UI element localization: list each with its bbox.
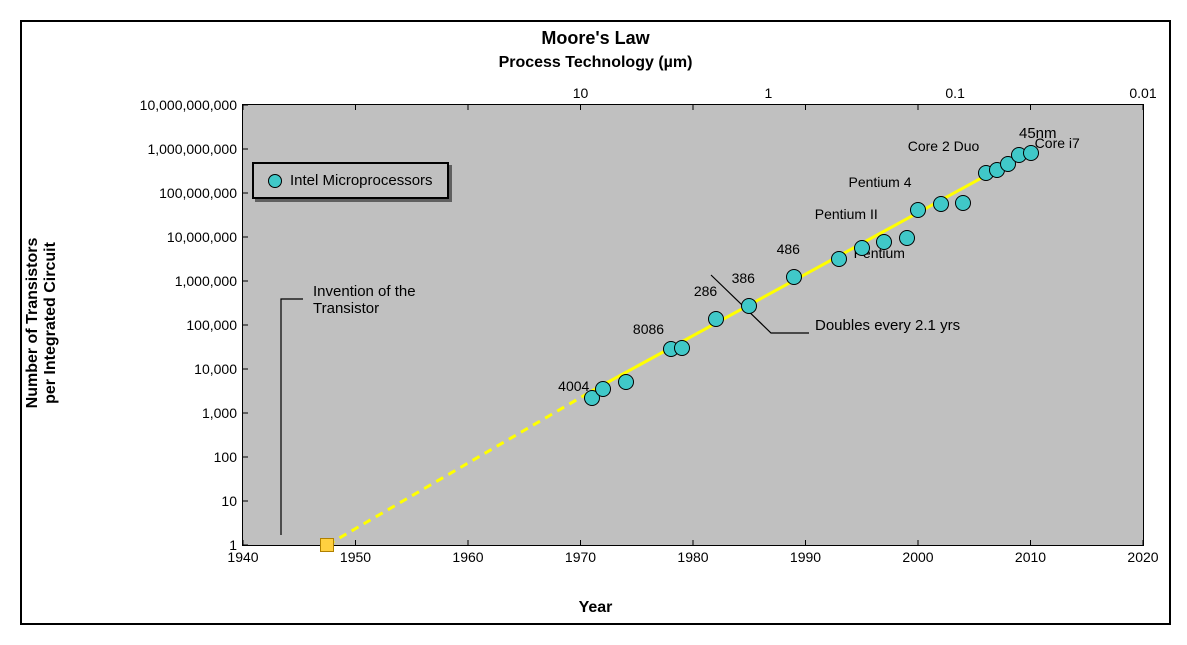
data-point-label: Pentium 4 — [848, 174, 911, 190]
data-point — [618, 374, 634, 390]
data-point — [674, 340, 690, 356]
x-tick-label: 1960 — [452, 549, 483, 565]
data-point-label: 8086 — [633, 321, 664, 337]
data-point — [933, 196, 949, 212]
x-tick-label: 1950 — [340, 549, 371, 565]
top-tick-label: 0.1 — [945, 85, 964, 101]
top-tick-label: 0.01 — [1129, 85, 1156, 101]
y-tick-label: 10,000,000 — [167, 229, 237, 245]
x-tick-label: 1990 — [790, 549, 821, 565]
chart-container: Moore's Law Process Technology (µm) Year… — [20, 20, 1171, 625]
data-point-label: 286 — [694, 283, 717, 299]
annotation-doubles: Doubles every 2.1 yrs — [815, 317, 960, 334]
data-point-label: 386 — [732, 270, 755, 286]
data-point-label: Pentium II — [815, 206, 878, 222]
legend-label: Intel Microprocessors — [290, 172, 433, 189]
data-point — [1023, 145, 1039, 161]
data-point — [899, 230, 915, 246]
chart-title: Moore's Law — [22, 28, 1169, 49]
x-tick-label: 1940 — [227, 549, 258, 565]
y-tick-label: 1,000 — [202, 405, 237, 421]
transistor-invention-marker — [320, 538, 334, 552]
left-axis-label: Number of Transistors per Integrated Cir… — [24, 173, 60, 473]
annotation-45nm: 45nm — [1019, 125, 1057, 142]
y-tick-label: 10 — [221, 493, 237, 509]
y-tick-label: 1,000,000 — [175, 273, 237, 289]
data-point — [910, 202, 926, 218]
data-point-label: 4004 — [558, 378, 589, 394]
data-point — [741, 298, 757, 314]
top-tick-label: 10 — [573, 85, 589, 101]
data-point — [831, 251, 847, 267]
data-point — [955, 195, 971, 211]
data-point-label: 486 — [777, 241, 800, 257]
legend-marker-icon — [268, 174, 282, 188]
x-tick-label: 2000 — [902, 549, 933, 565]
data-point — [854, 240, 870, 256]
trendline — [592, 151, 1031, 391]
data-point — [876, 234, 892, 250]
x-tick-label: 1970 — [565, 549, 596, 565]
annotation-invention: Invention of theTransistor — [313, 283, 416, 317]
y-tick-label: 100 — [214, 449, 237, 465]
data-point-label: Core 2 Duo — [908, 138, 980, 154]
y-axis-label-line1: Number of Transistors — [24, 237, 41, 408]
data-point — [786, 269, 802, 285]
bottom-axis-label: Year — [22, 599, 1169, 617]
x-tick-label: 1980 — [677, 549, 708, 565]
top-axis-label: Process Technology (µm) — [22, 54, 1169, 72]
y-tick-label: 100,000,000 — [159, 185, 237, 201]
trendline-dashed — [327, 391, 591, 545]
y-tick-label: 10,000 — [194, 361, 237, 377]
legend: Intel Microprocessors — [252, 162, 449, 199]
data-point — [708, 311, 724, 327]
data-point — [595, 381, 611, 397]
y-tick-label: 1,000,000,000 — [147, 141, 237, 157]
x-tick-label: 2010 — [1015, 549, 1046, 565]
x-tick-label: 2020 — [1127, 549, 1158, 565]
y-tick-label: 100,000 — [186, 317, 237, 333]
top-tick-label: 1 — [764, 85, 772, 101]
y-tick-label: 10,000,000,000 — [140, 97, 237, 113]
y-axis-label-line2: per Integrated Circuit — [42, 242, 59, 404]
